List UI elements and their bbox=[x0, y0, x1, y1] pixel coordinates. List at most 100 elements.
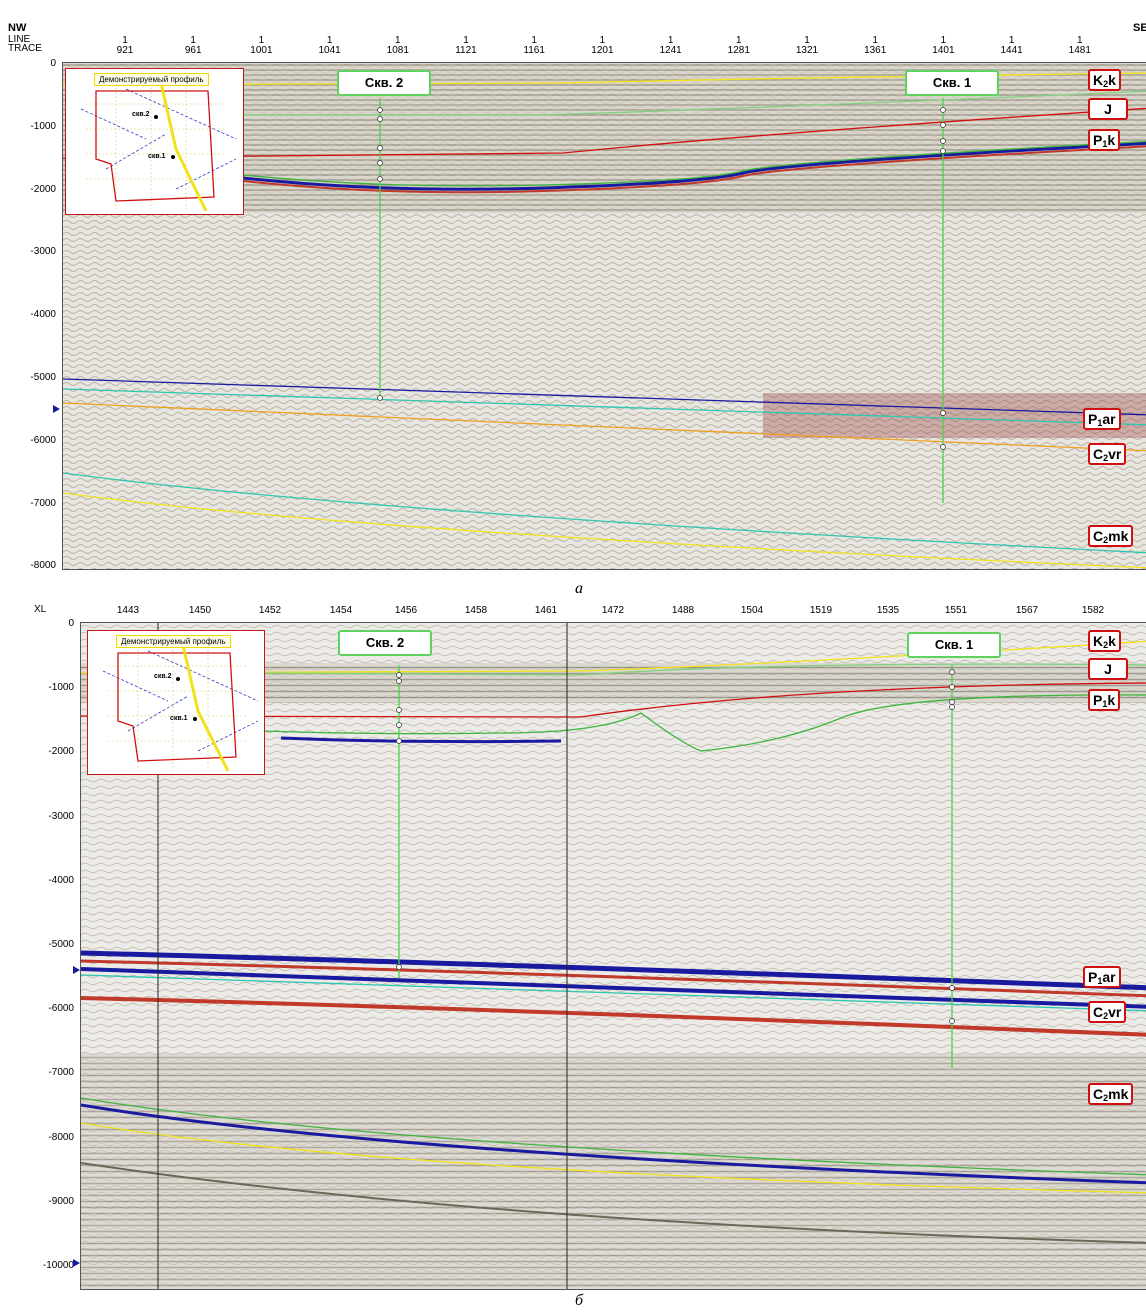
top-line-number: 1 bbox=[1077, 35, 1083, 46]
top-trace-tick: 1001 bbox=[250, 45, 273, 56]
top-location-map-title: Демонстрируемый профиль bbox=[94, 73, 209, 86]
bottom-horizon-j: J bbox=[1088, 658, 1128, 680]
top-depth-tick: 0 bbox=[50, 58, 56, 69]
bottom-xl-tick: 1582 bbox=[1081, 605, 1105, 616]
top-line-number: 1 bbox=[122, 35, 128, 46]
top-line-number: 1 bbox=[736, 35, 742, 46]
bottom-caption: б bbox=[575, 1292, 584, 1309]
bottom-xl-tick: 1488 bbox=[671, 605, 695, 616]
bottom-depth-tick: -4000 bbox=[48, 874, 74, 886]
bottom-xl-tick: 1443 bbox=[116, 605, 140, 616]
horizon-p1ar-line bbox=[63, 378, 1146, 416]
bottom-horizon-c2vr-line bbox=[81, 996, 1146, 1037]
bottom-depth-tick: -1000 bbox=[48, 682, 74, 694]
top-location-map-svg bbox=[80, 82, 237, 212]
top-trace-tick: 1361 bbox=[864, 45, 887, 56]
bottom-depth-tick: -9000 bbox=[48, 1195, 74, 1207]
bottom-depth-tick: -5000 bbox=[48, 939, 74, 950]
top-depth-tick: -2000 bbox=[30, 183, 56, 195]
top-trace-tick: 1121 bbox=[455, 45, 477, 56]
horizon-c2mk-line bbox=[63, 472, 1146, 554]
bottom-location-map-title: Демонстрируемый профиль bbox=[116, 635, 231, 648]
top-line-number: 1 bbox=[872, 35, 878, 46]
top-trace-tick: 1081 bbox=[386, 45, 409, 56]
bottom-xl-tick: 1535 bbox=[876, 605, 900, 616]
top-marker-triangle bbox=[53, 405, 60, 413]
top-trace-tick: 1281 bbox=[727, 45, 750, 56]
bottom-xl-tick: 1551 bbox=[944, 605, 968, 616]
bottom-horizon-c2mk-line bbox=[81, 1097, 1146, 1176]
bottom-well-1-label: Скв. 1 bbox=[907, 632, 1001, 658]
top-depth-tick: -7000 bbox=[30, 497, 56, 509]
top-line-number: 1 bbox=[1008, 35, 1015, 46]
top-horizon-k2k: K2k bbox=[1088, 69, 1121, 91]
bottom-xl-tick: 1456 bbox=[394, 605, 418, 616]
top-depth-tick: -1000 bbox=[30, 120, 56, 132]
axis-title-trace: TRACE bbox=[8, 43, 42, 54]
top-trace-tick: 1201 bbox=[591, 45, 614, 56]
top-depth-tick: -3000 bbox=[30, 246, 56, 258]
top-horizon-p1k: P1k bbox=[1088, 129, 1121, 151]
top-horizon-c2vr: C2vr bbox=[1088, 443, 1127, 465]
top-line-number: 1 bbox=[804, 35, 810, 46]
top-location-map: Демонстрируемый профиль скв.2 скв.1 bbox=[65, 68, 244, 215]
top-well-2-label: Скв. 2 bbox=[337, 70, 431, 96]
top-horizon-j: J bbox=[1088, 98, 1128, 120]
bottom-depth-tick: -7000 bbox=[48, 1067, 74, 1079]
top-trace-tick: 921 bbox=[116, 45, 134, 56]
top-line-number: 1 bbox=[940, 35, 947, 46]
top-map-well-2: скв.2 bbox=[132, 111, 150, 118]
horizon-j-line bbox=[63, 90, 1146, 116]
bottom-horizon-p1ar-line bbox=[81, 974, 1146, 1012]
bottom-marker-triangle-1 bbox=[73, 966, 80, 974]
horizon-c2vr-line bbox=[63, 402, 1146, 452]
bottom-depth-tick: -10000 bbox=[42, 1260, 74, 1271]
top-line-number: 1 bbox=[258, 35, 265, 46]
bottom-horizon-c2mk: C2mk bbox=[1088, 1083, 1134, 1105]
direction-nw: NW bbox=[8, 22, 27, 34]
top-depth-tick: -4000 bbox=[30, 309, 56, 321]
top-horizon-p1ar: P1ar bbox=[1083, 408, 1121, 430]
bottom-xl-tick: 1461 bbox=[534, 605, 558, 616]
bottom-depth-tick: -2000 bbox=[48, 746, 74, 758]
top-caption: а bbox=[575, 580, 583, 597]
top-trace-tick: 1321 bbox=[795, 45, 819, 56]
axis-title-line: LINE bbox=[8, 34, 31, 45]
top-trace-tick: 1481 bbox=[1068, 45, 1091, 56]
top-map-well-1: скв.1 bbox=[148, 153, 166, 160]
bottom-xl-tick: 1519 bbox=[809, 605, 833, 616]
top-line-number: 1 bbox=[667, 35, 674, 46]
top-line-number: 1 bbox=[531, 35, 537, 46]
bottom-horizon-k2k: K2k bbox=[1088, 630, 1121, 652]
bottom-well-2-label: Скв. 2 bbox=[338, 630, 432, 656]
bottom-location-map: Демонстрируемый профиль скв.2 скв.1 bbox=[87, 630, 265, 775]
bottom-marker-triangle-2 bbox=[73, 1259, 80, 1267]
top-depth-tick: -8000 bbox=[30, 560, 56, 572]
top-line-number: 1 bbox=[463, 35, 469, 46]
bottom-xl-tick: 1567 bbox=[1015, 605, 1039, 616]
horizon-p1k-line bbox=[63, 107, 1146, 159]
direction-se: SE bbox=[1133, 22, 1146, 34]
horizon-k2k-line bbox=[63, 72, 1146, 86]
bottom-horizon-p1ar: P1ar bbox=[1083, 966, 1121, 988]
top-trace-tick: 1401 bbox=[932, 45, 955, 56]
top-horizon-c2mk: C2mk bbox=[1088, 525, 1134, 547]
bottom-depth-tick: -3000 bbox=[48, 810, 74, 822]
top-well-1-label: Скв. 1 bbox=[905, 70, 999, 96]
bottom-xl-tick: 1450 bbox=[188, 605, 212, 616]
bottom-xl-tick: 1458 bbox=[464, 605, 488, 616]
bottom-horizon-p1k: P1k bbox=[1088, 689, 1121, 711]
top-line-number: 1 bbox=[395, 35, 401, 46]
bottom-depth-tick: -8000 bbox=[48, 1131, 74, 1143]
top-line-number: 1 bbox=[190, 35, 196, 46]
bottom-location-map-svg bbox=[102, 644, 259, 772]
bottom-depth-tick: -6000 bbox=[48, 1003, 74, 1015]
top-trace-tick: 1041 bbox=[318, 45, 341, 56]
top-trace-tick: 1441 bbox=[1000, 45, 1023, 56]
top-trace-tick: 1161 bbox=[523, 45, 545, 56]
bottom-xl-tick: 1472 bbox=[601, 605, 625, 616]
bottom-xl-tick: 1452 bbox=[258, 605, 282, 616]
bottom-map-well-2: скв.2 bbox=[154, 673, 172, 680]
axis-title-xl: XL bbox=[34, 604, 47, 615]
bottom-map-well-1: скв.1 bbox=[170, 715, 188, 722]
